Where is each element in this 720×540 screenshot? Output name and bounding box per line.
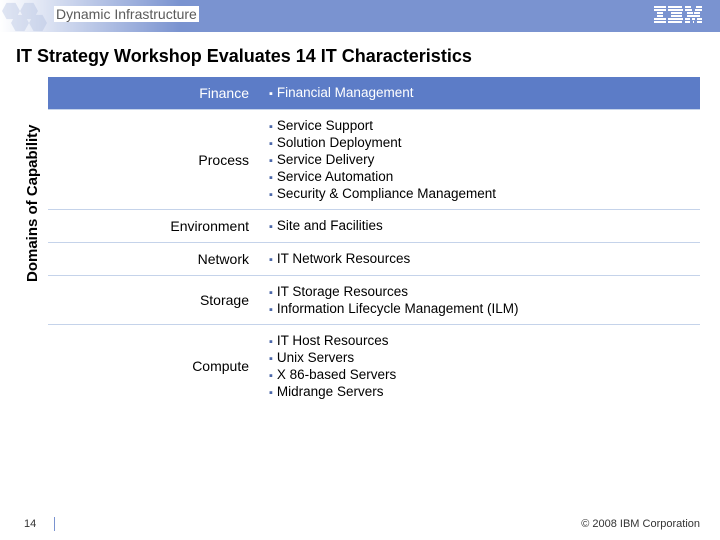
bullet-icon: ▪ bbox=[269, 189, 273, 201]
list-item: ▪Information Lifecycle Management (ILM) bbox=[269, 300, 694, 317]
items-cell: ▪IT Storage Resources▪Information Lifecy… bbox=[263, 276, 700, 324]
table-row: Network ▪IT Network Resources bbox=[48, 243, 700, 276]
slide-header: Dynamic Infrastructure bbox=[0, 0, 720, 32]
list-item: ▪Service Automation bbox=[269, 168, 694, 185]
vertical-axis-label-container: Domains of Capability bbox=[16, 77, 48, 407]
list-item: ▪IT Network Resources bbox=[269, 250, 694, 267]
ibm-logo-icon bbox=[654, 6, 702, 24]
characteristics-table: Finance▪Financial ManagementProcess▪Serv… bbox=[48, 77, 700, 407]
bullet-icon: ▪ bbox=[269, 254, 273, 266]
table-row: Process▪Service Support▪Solution Deploym… bbox=[48, 110, 700, 210]
items-cell: ▪Financial Management bbox=[263, 77, 700, 109]
header-title: Dynamic Infrastructure bbox=[54, 6, 199, 22]
content-area: Domains of Capability Finance ▪Financial … bbox=[16, 77, 720, 407]
category-cell: Network bbox=[48, 243, 263, 275]
category-cell: Environment bbox=[48, 210, 263, 242]
footer-separator bbox=[54, 517, 55, 531]
category-cell: Process bbox=[48, 110, 263, 209]
list-item: ▪Service Support bbox=[269, 117, 694, 134]
list-item: ▪Midrange Servers bbox=[269, 383, 694, 400]
bullet-icon: ▪ bbox=[269, 370, 273, 382]
list-item: ▪Unix Servers bbox=[269, 349, 694, 366]
bullet-icon: ▪ bbox=[269, 336, 273, 348]
table-row: Compute▪IT Host Resources▪Unix Servers▪X… bbox=[48, 325, 700, 407]
items-cell: ▪IT Host Resources▪Unix Servers▪X 86-bas… bbox=[263, 325, 700, 407]
table-row: Finance ▪Financial Management bbox=[48, 77, 700, 110]
list-item: ▪Site and Facilities bbox=[269, 217, 694, 234]
list-item: ▪Financial Management bbox=[269, 84, 694, 101]
list-item: ▪Service Delivery bbox=[269, 151, 694, 168]
bullet-icon: ▪ bbox=[269, 88, 273, 100]
list-item: ▪IT Storage Resources bbox=[269, 283, 694, 300]
category-cell: Finance bbox=[48, 77, 263, 109]
list-item: ▪Security & Compliance Management bbox=[269, 185, 694, 202]
category-cell: Compute bbox=[48, 325, 263, 407]
bullet-icon: ▪ bbox=[269, 172, 273, 184]
items-cell: ▪Site and Facilities bbox=[263, 210, 700, 242]
items-cell: ▪IT Network Resources bbox=[263, 243, 700, 275]
bullet-icon: ▪ bbox=[269, 155, 273, 167]
list-item: ▪IT Host Resources bbox=[269, 332, 694, 349]
bullet-icon: ▪ bbox=[269, 138, 273, 150]
page-number: 14 bbox=[24, 518, 36, 530]
slide-footer: 14 © 2008 IBM Corporation bbox=[0, 514, 720, 534]
bullet-icon: ▪ bbox=[269, 221, 273, 233]
page-title: IT Strategy Workshop Evaluates 14 IT Cha… bbox=[0, 32, 720, 77]
list-item: ▪X 86-based Servers bbox=[269, 366, 694, 383]
table-row: Environment ▪Site and Facilities bbox=[48, 210, 700, 243]
bullet-icon: ▪ bbox=[269, 353, 273, 365]
bullet-icon: ▪ bbox=[269, 287, 273, 299]
vertical-axis-label: Domains of Capability bbox=[24, 124, 41, 282]
bullet-icon: ▪ bbox=[269, 121, 273, 133]
items-cell: ▪Service Support▪Solution Deployment▪Ser… bbox=[263, 110, 700, 209]
table-row: Storage▪IT Storage Resources▪Information… bbox=[48, 276, 700, 325]
bullet-icon: ▪ bbox=[269, 387, 273, 399]
category-cell: Storage bbox=[48, 276, 263, 324]
hex-decoration bbox=[0, 0, 60, 32]
copyright-text: © 2008 IBM Corporation bbox=[581, 518, 700, 530]
list-item: ▪Solution Deployment bbox=[269, 134, 694, 151]
bullet-icon: ▪ bbox=[269, 304, 273, 316]
